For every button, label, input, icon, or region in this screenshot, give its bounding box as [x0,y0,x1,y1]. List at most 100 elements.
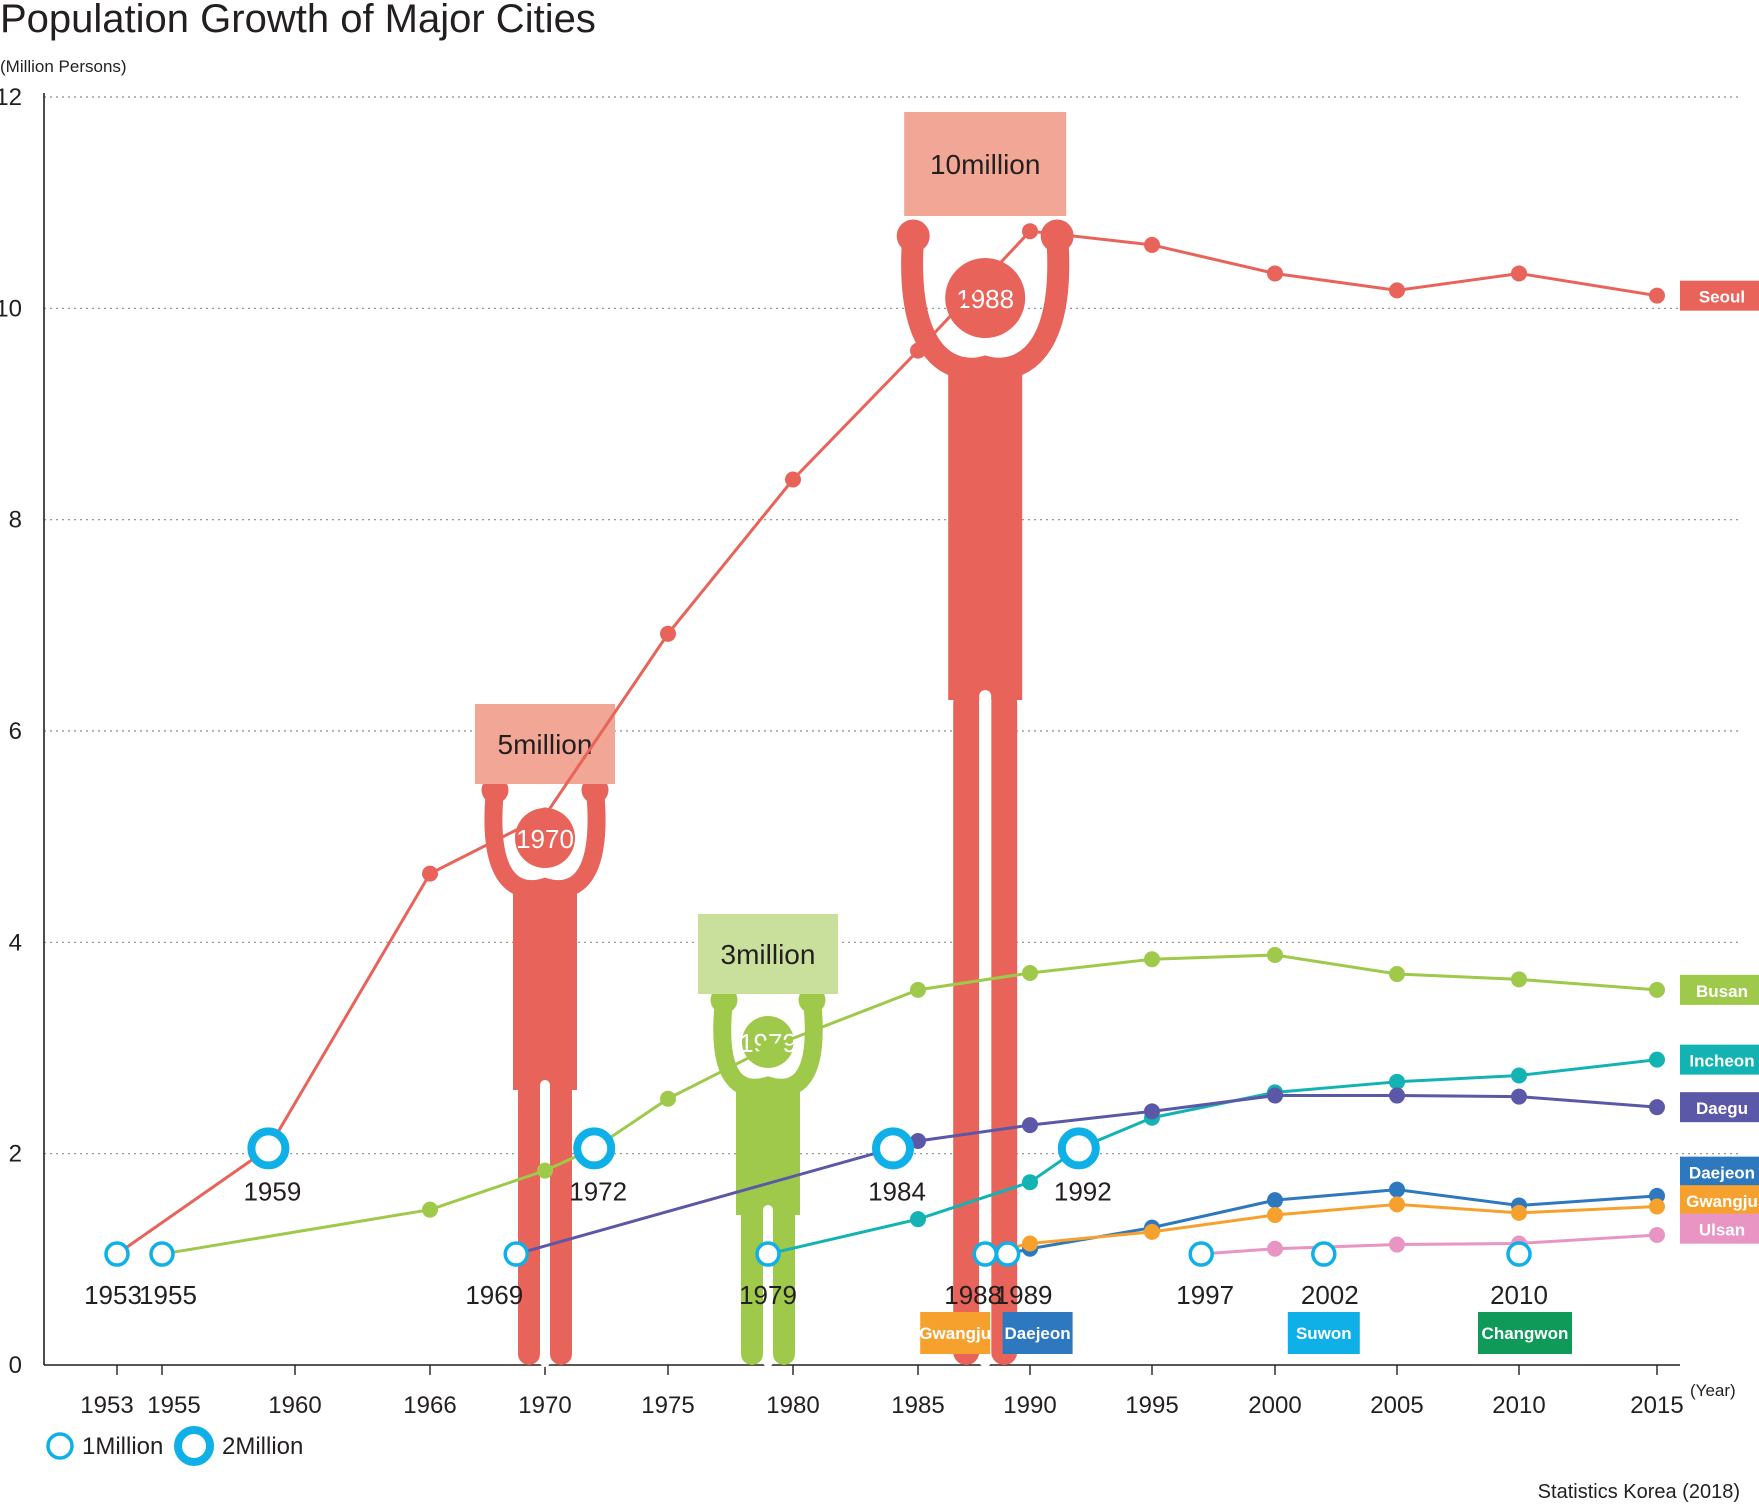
milestone-2m-marker [573,1127,616,1170]
data-point [1389,1236,1405,1253]
series-busan: Busan [161,947,1759,1256]
data-point [660,625,676,642]
data-point [1389,1087,1405,1104]
data-point [910,1211,926,1228]
data-point [537,1162,553,1179]
milestone-1m-label: 1969 [465,1280,523,1310]
figure-leg [953,690,980,1365]
data-point [1267,1206,1283,1223]
legend-2m-marker [174,1426,214,1466]
person-figure: 1988 10million [896,112,1074,1367]
data-point [760,1040,776,1056]
figure-caption: 10million [930,149,1041,180]
city-label: Incheon [1689,1052,1754,1071]
figure-head [945,258,1026,338]
city-tag: Gwangju [919,1312,991,1354]
milestone-1m-marker [503,1241,529,1267]
figure-leg-gap [540,1080,550,1367]
data-point [422,865,438,882]
city-tags: Gwangju Daejeon Suwon Changwon [919,1312,1572,1354]
data-point [1022,964,1038,981]
data-point [1649,1099,1665,1116]
x-tick-label: 1970 [518,1392,571,1419]
city-tag-label: Changwon [1482,1324,1569,1343]
milestone-2m-label: 1959 [243,1176,301,1206]
milestone-1m-label: 2002 [1301,1280,1359,1310]
data-point [422,1201,438,1218]
data-point [1022,1235,1038,1252]
data-point [1511,1088,1527,1105]
data-point [910,342,926,359]
milestone-1m-label: 1989 [995,1280,1053,1310]
person-figures: 1970 5million 1979 3million 1988 10million [475,112,1074,1367]
city-label-bg [1680,974,1759,1005]
city-label: Gwangju [1686,1192,1758,1211]
city-label: Daejeon [1689,1164,1755,1183]
city-label: Seoul [1699,288,1745,307]
figure-hand [1040,219,1074,253]
data-point [1649,287,1665,304]
source-note: Statistics Korea (2018) [1538,1481,1740,1503]
figure-hand [896,219,930,253]
milestone-1m-marker [149,1241,175,1267]
series-seoul: Seoul [116,223,1759,1256]
milestone-1m-marker [1506,1241,1532,1267]
series-incheon: Incheon [767,1044,1759,1256]
data-point [660,1090,676,1107]
legend: 1Million 2Million [46,1426,303,1466]
milestone-1m-label: 1997 [1176,1280,1234,1310]
figure-leg [550,1080,572,1365]
data-point [910,1132,926,1149]
figure-torso [948,362,1023,700]
milestone-2m-label: 1972 [569,1176,627,1206]
city-tag: Suwon [1287,1312,1360,1354]
data-point [1267,947,1283,964]
city-label-bg [1680,1156,1759,1187]
x-tick-label: 2000 [1248,1392,1301,1419]
x-tick-label: 1955 [147,1392,200,1419]
x-tick-label: 1953 [80,1392,133,1419]
city-tag-label: Suwon [1296,1324,1352,1343]
figure-caption: 3million [721,939,816,970]
y-tick-label: 8 [9,507,22,534]
figure-torso [736,1081,800,1215]
series-line [161,953,1658,1256]
data-point [1022,1117,1038,1134]
milestone-1m-marker [755,1241,781,1267]
data-point [1649,1198,1665,1215]
y-tick-label: 0 [9,1352,22,1379]
city-label-bg [1680,1044,1759,1075]
data-point [1389,1196,1405,1213]
data-point [1511,971,1527,988]
data-point [1144,951,1160,968]
data-point [1649,1051,1665,1068]
city-label-bg [1680,280,1759,311]
city-tag: Changwon [1478,1312,1572,1354]
y-tick-label: 12 [0,84,22,111]
data-point [1511,1067,1527,1084]
series-ulsan: Ulsan [1201,1213,1759,1257]
data-point [910,981,926,998]
series-line [515,1094,1658,1256]
figure-leg [991,690,1018,1365]
city-label-bg [1680,1092,1759,1123]
figure-caption-box [698,914,838,994]
legend-2m-label: 2Million [222,1433,303,1460]
series-gwangju: Gwangju [984,1185,1759,1256]
milestone-1m-label: 1979 [739,1280,797,1310]
figure-year-label: 1970 [516,824,574,854]
city-tag-label: Daejeon [1005,1324,1071,1343]
milestone-1m-marker [1311,1241,1337,1267]
city-label-bg [1680,1185,1759,1216]
data-point [1389,1073,1405,1090]
figure-leg [773,1205,795,1365]
y-tick-label: 2 [9,1141,22,1168]
x-tick-label: 1990 [1003,1392,1056,1419]
city-label: Busan [1696,982,1748,1001]
figure-leg [518,1080,540,1365]
data-point [1649,1227,1665,1244]
milestone-1m-label: 2010 [1490,1280,1548,1310]
city-tag-bg [1478,1312,1572,1354]
figure-torso [513,883,577,1090]
